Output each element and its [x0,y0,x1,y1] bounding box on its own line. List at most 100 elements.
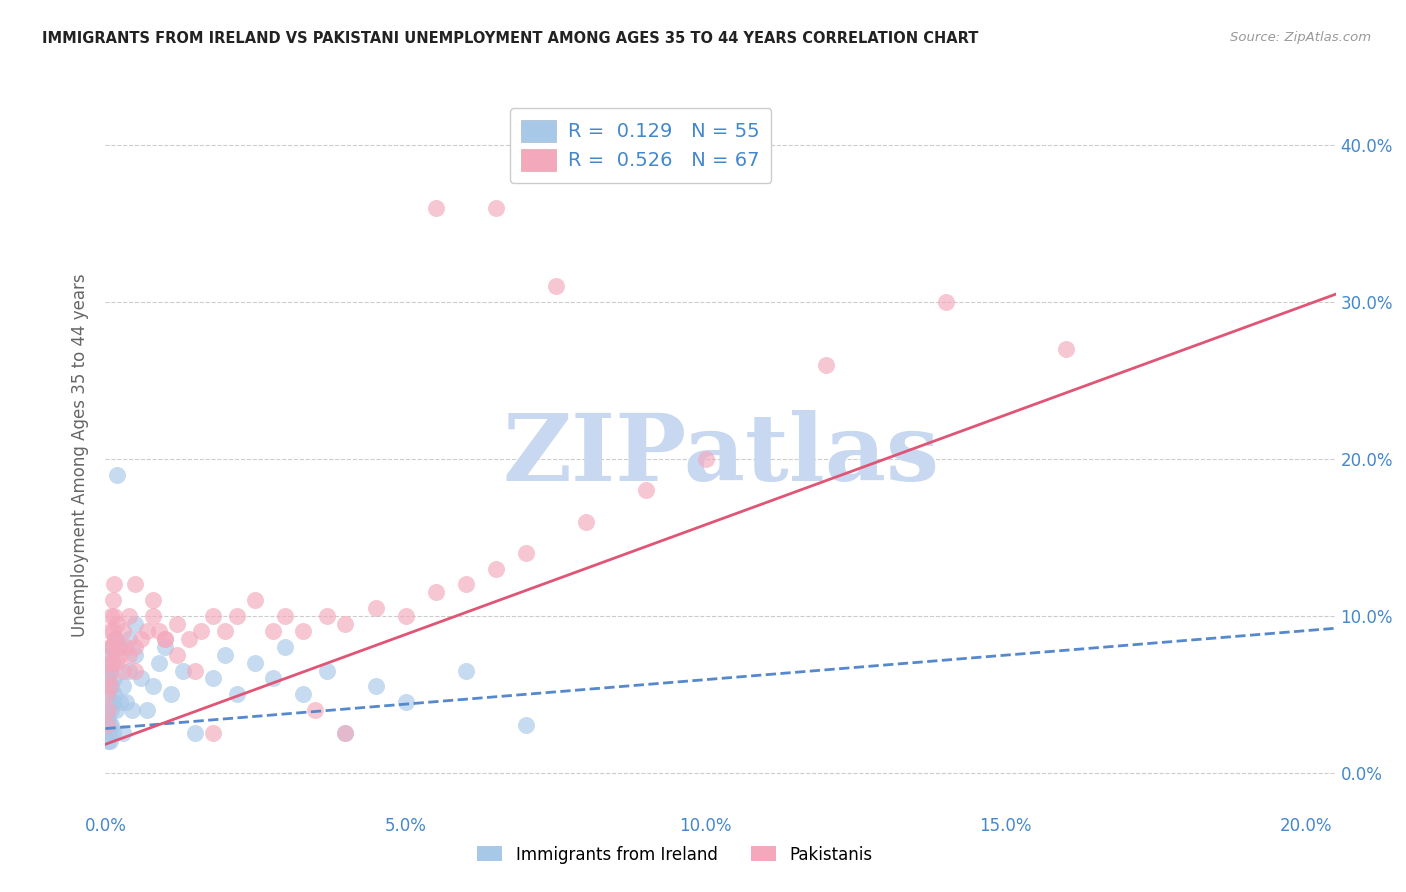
Point [103,624,125,639]
Point [101,640,124,654]
Point [634,483,657,498]
Point [148,656,170,670]
Y-axis label: Unemployment Among Ages 35 to 44 years: Unemployment Among Ages 35 to 44 years [72,273,90,637]
Legend: R =  0.129   N = 55, R =  0.526   N = 67: R = 0.129 N = 55, R = 0.526 N = 67 [510,108,772,183]
Point [104,632,127,647]
Point [100,679,122,693]
Point [304,703,326,717]
Point [515,546,537,560]
Point [98,679,121,693]
Point [101,695,124,709]
Point [115,640,138,654]
Point [515,718,537,732]
Point [100,656,122,670]
Point [118,608,141,623]
Point [98,687,121,701]
Point [124,648,146,662]
Point [364,679,387,693]
Point [263,624,285,639]
Point [454,664,477,678]
Point [107,640,129,654]
Point [124,577,146,591]
Point [98,640,121,654]
Point [148,624,170,639]
Point [574,515,596,529]
Point [292,624,315,639]
Point [335,726,357,740]
Point [107,616,129,631]
Point [96,703,118,717]
Point [103,608,125,623]
Point [103,577,125,591]
Point [110,648,132,662]
Point [96,718,118,732]
Point [98,624,121,639]
Point [484,201,506,215]
Point [316,608,339,623]
Point [103,726,125,740]
Point [274,640,297,654]
Point [814,358,837,372]
Point [1054,342,1077,356]
Point [179,632,201,647]
Point [110,695,132,709]
Point [335,726,357,740]
Point [274,608,297,623]
Point [226,687,249,701]
Point [124,616,146,631]
Point [98,726,121,740]
Point [142,608,165,623]
Point [98,672,121,686]
Point [96,718,118,732]
Point [97,711,120,725]
Point [172,664,194,678]
Point [100,718,122,732]
Point [394,695,416,709]
Point [184,726,207,740]
Point [124,664,146,678]
Point [202,726,225,740]
Point [98,679,121,693]
Point [112,726,135,740]
Point [101,593,124,607]
Point [142,593,165,607]
Point [100,703,122,717]
Point [155,632,177,647]
Point [112,679,135,693]
Point [454,577,477,591]
Point [103,672,125,686]
Point [118,632,141,647]
Point [105,703,128,717]
Point [263,672,285,686]
Point [142,679,165,693]
Point [202,608,225,623]
Point [118,664,141,678]
Point [104,632,127,647]
Text: ZIPatlas: ZIPatlas [502,410,939,500]
Point [214,624,236,639]
Point [245,656,267,670]
Text: IMMIGRANTS FROM IRELAND VS PAKISTANI UNEMPLOYMENT AMONG AGES 35 TO 44 YEARS CORR: IMMIGRANTS FROM IRELAND VS PAKISTANI UNE… [42,31,979,46]
Point [112,624,135,639]
Point [394,608,416,623]
Point [425,585,447,599]
Point [695,451,717,466]
Point [97,656,120,670]
Point [103,687,125,701]
Point [100,648,122,662]
Point [484,561,506,575]
Point [190,624,212,639]
Legend: Immigrants from Ireland, Pakistanis: Immigrants from Ireland, Pakistanis [471,839,879,871]
Point [166,648,188,662]
Point [112,664,135,678]
Point [131,672,153,686]
Point [97,734,120,748]
Point [136,624,159,639]
Point [316,664,339,678]
Point [97,672,120,686]
Point [96,687,118,701]
Text: Source: ZipAtlas.com: Source: ZipAtlas.com [1230,31,1371,45]
Point [155,640,177,654]
Point [425,201,447,215]
Point [100,640,122,654]
